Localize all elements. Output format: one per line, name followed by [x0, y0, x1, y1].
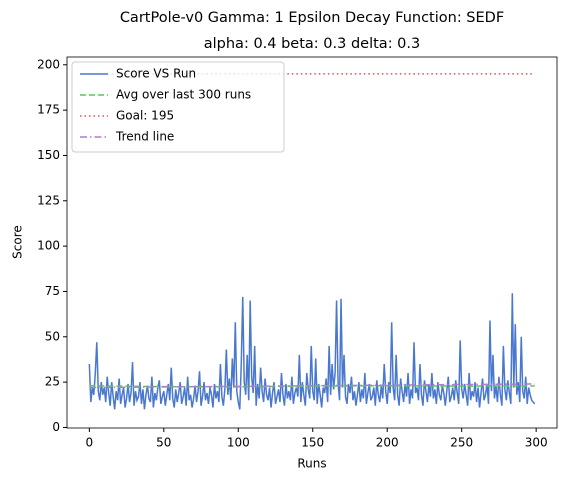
legend-label: Score VS Run [116, 67, 196, 81]
y-tick-label: 100 [37, 239, 60, 253]
x-tick-label: 100 [227, 436, 250, 450]
x-axis-label: Runs [297, 457, 326, 471]
y-tick-label: 0 [52, 420, 60, 434]
plot-frame [66, 56, 558, 429]
legend-label: Trend line [115, 130, 174, 144]
x-tick-label: 150 [301, 436, 324, 450]
series-line [88, 293, 536, 410]
y-tick-label: 50 [45, 329, 60, 343]
chart-subtitle: alpha: 0.4 beta: 0.3 delta: 0.3 [204, 36, 421, 52]
y-tick-label: 25 [45, 375, 60, 389]
x-tick-label: 50 [156, 436, 171, 450]
legend-label: Goal: 195 [116, 109, 174, 123]
y-tick-label: 150 [37, 148, 60, 162]
y-tick-label: 175 [37, 103, 60, 117]
x-tick-label: 0 [86, 436, 94, 450]
chart-title: CartPole-v0 Gamma: 1 Epsilon Decay Funct… [120, 10, 504, 26]
legend-box [71, 61, 285, 153]
x-tick-label: 300 [525, 436, 548, 450]
y-axis-label: Score [11, 225, 25, 259]
y-tick-label: 200 [37, 57, 60, 71]
x-tick-label: 200 [376, 436, 399, 450]
x-tick-label: 250 [450, 436, 473, 450]
y-tick-label: 75 [45, 284, 60, 298]
y-tick-label: 125 [37, 193, 60, 207]
legend-label: Avg over last 300 runs [116, 88, 251, 102]
series-line [89, 383, 535, 389]
